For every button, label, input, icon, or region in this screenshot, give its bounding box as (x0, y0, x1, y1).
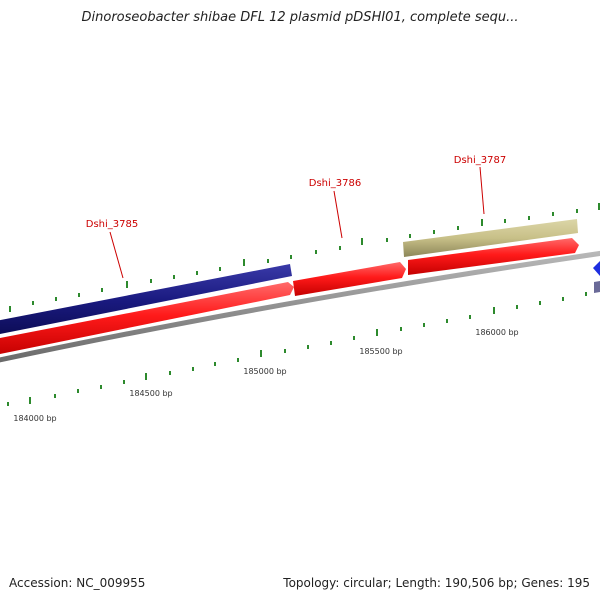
bp-label-184000: 184000 bp (13, 414, 56, 423)
gene-bar-tan[interactable] (403, 219, 578, 257)
page-title: Dinoroseobacter shibae DFL 12 plasmid pD… (81, 10, 519, 25)
accession-label: Accession: NC_009955 (9, 576, 146, 590)
gene-label-dshi3786[interactable]: Dshi_3786 (309, 178, 361, 189)
upper-tick-row (9, 203, 600, 312)
bp-label-185000: 185000 bp (243, 367, 286, 376)
gene-bar-gray-partial[interactable] (594, 281, 600, 293)
gene-bar-reverse-blue[interactable] (0, 264, 292, 336)
topology-summary: Topology: circular; Length: 190,506 bp; … (283, 576, 590, 590)
gene-label-dshi3787[interactable]: Dshi_3787 (454, 155, 506, 166)
gene-arrow-blue-partial[interactable] (593, 261, 600, 276)
bp-label-184500: 184500 bp (129, 389, 172, 398)
leader-line-dshi3785 (109, 231, 124, 279)
plasmid-backbone (0, 250, 600, 363)
bp-label-186000: 186000 bp (475, 328, 518, 337)
bp-label-185500: 185500 bp (359, 347, 402, 356)
lower-tick-row (7, 292, 587, 406)
gene-label-dshi3785[interactable]: Dshi_3785 (86, 219, 138, 230)
gene-arrow-forward-1[interactable] (0, 282, 294, 356)
leader-line-dshi3787 (479, 166, 485, 215)
gene-arrow-forward-2[interactable] (293, 262, 406, 296)
leader-line-dshi3786 (333, 190, 343, 239)
label-leader-lines (109, 166, 485, 279)
gene-arrow-forward-3[interactable] (408, 238, 579, 275)
